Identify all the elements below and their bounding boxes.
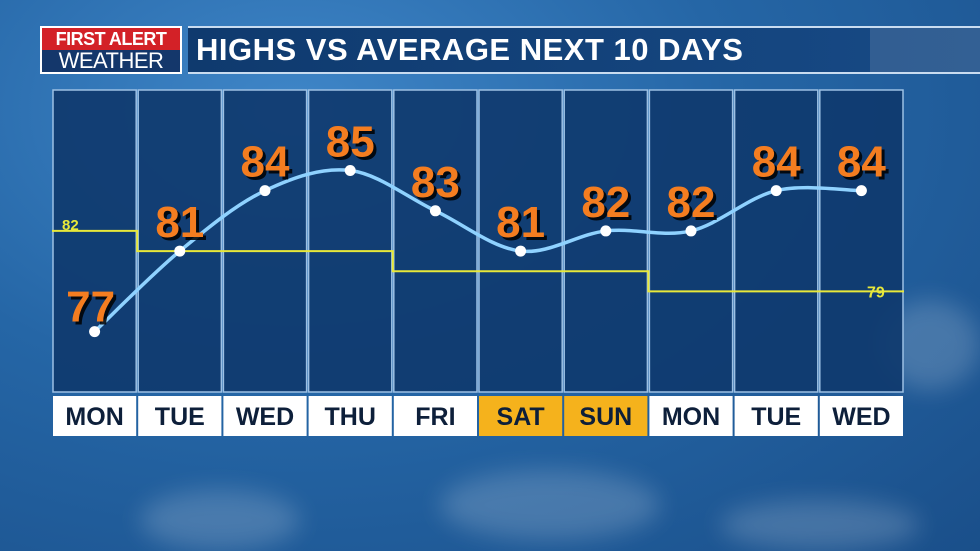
day-label: TUE <box>751 403 801 431</box>
day-column <box>819 89 904 393</box>
high-value-shadow: 81 <box>499 201 548 250</box>
day-label: FRI <box>415 403 455 431</box>
high-point <box>259 185 271 197</box>
high-value-label: 84 <box>752 138 801 187</box>
high-point <box>855 185 867 197</box>
chart-title: HIGHS VS AVERAGE NEXT 10 DAYS <box>196 32 744 67</box>
average-end-label: 79 <box>867 284 885 301</box>
highs-line <box>93 168 862 333</box>
high-point <box>685 225 697 237</box>
day-label: WED <box>832 403 890 431</box>
day-column <box>137 89 223 393</box>
day-label-box <box>734 396 818 436</box>
high-value-label: 83 <box>411 158 460 207</box>
day-label: SAT <box>497 403 545 431</box>
high-value-shadow: 82 <box>584 181 633 230</box>
high-value-shadow: 83 <box>414 161 463 210</box>
day-labels: MON TUE WED THU FRI SAT SUN MON TUE WED <box>53 396 903 436</box>
day-label-box <box>53 396 137 436</box>
day-label: SUN <box>579 403 632 431</box>
high-value-label: 85 <box>326 118 375 167</box>
high-point <box>429 205 441 217</box>
high-value-label: 82 <box>667 178 716 227</box>
title-bar: HIGHS VS AVERAGE NEXT 10 DAYS <box>188 26 980 74</box>
background-cloud <box>720 500 920 550</box>
day-label-box <box>649 396 733 436</box>
background-cloud <box>140 490 300 550</box>
title-bar-accent <box>870 28 980 72</box>
high-point <box>600 225 612 237</box>
day-label-box <box>564 396 648 436</box>
high-point <box>174 245 186 257</box>
day-label: MON <box>662 403 720 431</box>
day-label-box <box>819 396 903 436</box>
high-value-label: 81 <box>155 198 204 247</box>
day-label-box <box>308 396 392 436</box>
day-column <box>52 89 137 393</box>
average-start-label: 82 <box>62 217 79 234</box>
high-value-shadow: 81 <box>158 201 207 250</box>
high-value-shadow: 82 <box>670 181 719 230</box>
high-point <box>515 245 527 257</box>
day-columns <box>52 89 904 393</box>
day-column <box>222 89 308 393</box>
day-column <box>393 89 478 393</box>
high-point <box>344 165 356 177</box>
highs-series <box>89 165 867 338</box>
logo-line-first-alert: FIRST ALERT <box>42 28 180 50</box>
day-label-box <box>223 396 307 436</box>
day-label-box <box>393 396 477 436</box>
average-series: 82 79 <box>52 217 904 301</box>
day-label: MON <box>65 403 123 431</box>
day-column <box>648 89 734 393</box>
logo-line-weather: WEATHER <box>58 48 164 73</box>
average-line <box>52 229 904 293</box>
high-value-shadow: 84 <box>244 141 293 190</box>
high-value-shadow: 85 <box>329 121 378 170</box>
high-point <box>89 326 101 338</box>
background-cloud <box>440 470 660 540</box>
high-value-shadow: 77 <box>69 286 118 335</box>
day-column <box>733 89 819 393</box>
day-label-box <box>138 396 222 436</box>
high-value-shadow: 84 <box>755 141 804 190</box>
day-label: TUE <box>155 403 205 431</box>
day-label: THU <box>325 403 376 431</box>
high-value-label: 82 <box>581 178 630 227</box>
day-label: WED <box>236 403 294 431</box>
high-point <box>770 185 782 197</box>
day-label-box <box>479 396 563 436</box>
station-logo: FIRST ALERT WEATHER <box>40 26 182 74</box>
high-value-label: 84 <box>241 138 290 187</box>
high-value-label: 84 <box>837 138 886 187</box>
day-column <box>563 89 649 393</box>
high-value-label: 77 <box>66 283 115 332</box>
high-value-shadow: 84 <box>840 141 889 190</box>
high-value-label: 81 <box>496 198 545 247</box>
day-column <box>307 89 393 393</box>
